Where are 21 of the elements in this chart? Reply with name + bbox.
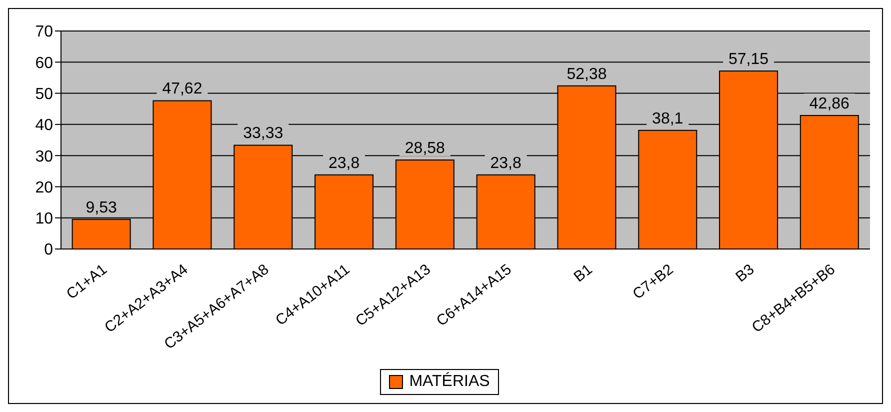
data-label: 23,8	[328, 154, 360, 172]
x-tick-label: B1	[570, 260, 596, 286]
data-label: 52,38	[566, 66, 607, 83]
y-tick-label: 70	[35, 24, 54, 41]
y-tick-label: 60	[35, 54, 54, 72]
data-label: 47,62	[162, 80, 202, 98]
y-tick-label: 10	[35, 210, 54, 228]
data-label: 42,86	[809, 96, 850, 113]
y-tick-label: 50	[35, 86, 54, 103]
data-label: 38,1	[652, 110, 684, 128]
y-tick-label: 0	[44, 242, 54, 259]
y-tick-label: 40	[35, 117, 54, 134]
y-tick-label: 30	[35, 148, 54, 166]
data-label: 9,53	[86, 199, 117, 216]
data-label: 28,58	[404, 140, 446, 157]
y-tick-label: 20	[35, 179, 54, 196]
x-tick-label: B3	[732, 260, 758, 286]
data-label: 23,8	[490, 154, 522, 172]
data-label: 57,15	[728, 51, 769, 68]
legend-label: MATÉRIAS	[408, 373, 490, 391]
data-label: 33,33	[243, 125, 284, 142]
